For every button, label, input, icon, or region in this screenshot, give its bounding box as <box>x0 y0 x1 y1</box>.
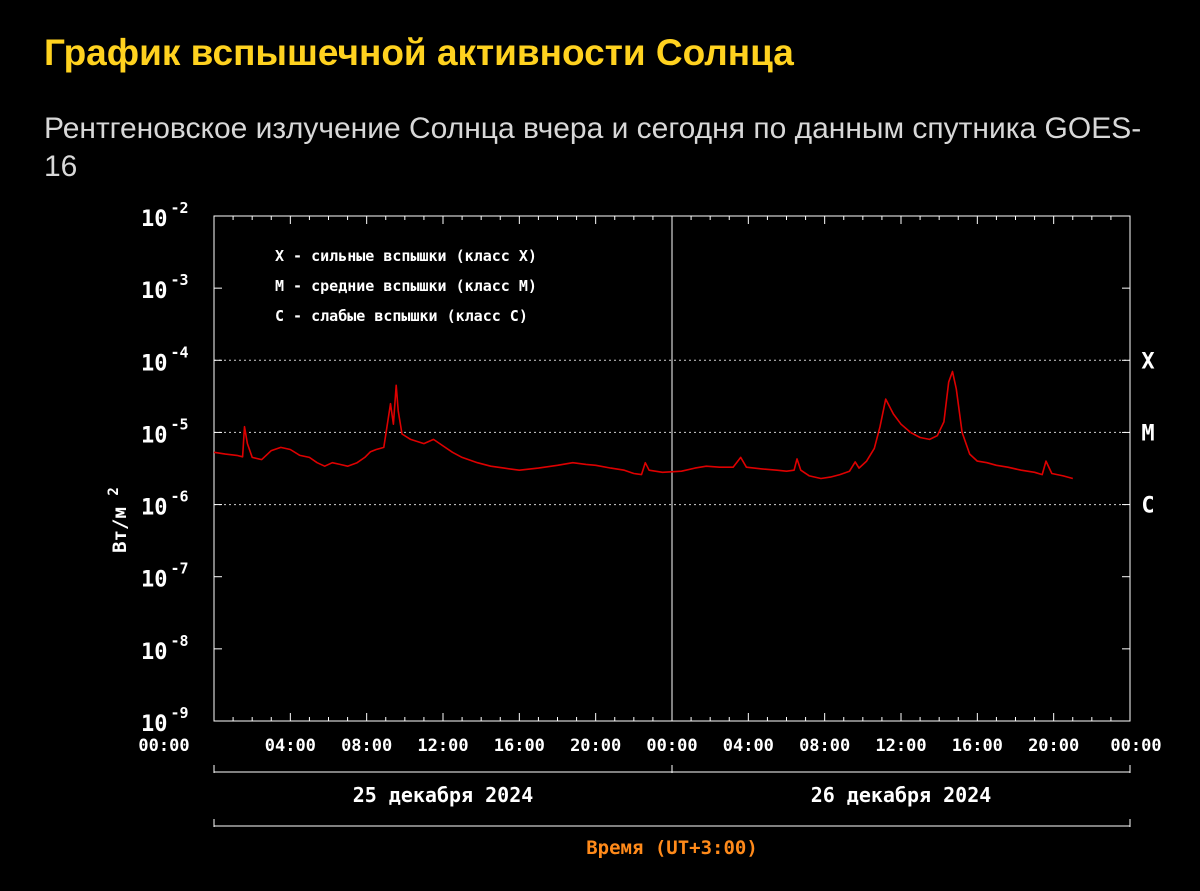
date-axis: 25 декабря 2024 26 декабря 2024 <box>213 765 1131 827</box>
class-label-x: X <box>1141 349 1154 374</box>
y-tick-label: 10 -3 <box>141 271 189 304</box>
y-axis-label-exp: 2 <box>106 487 122 495</box>
y-tick-label: 10 -6 <box>141 488 189 521</box>
x-tick-label: 08:00 <box>799 736 850 756</box>
x-tick-label: 00:00 <box>1110 736 1161 756</box>
date-label: 26 декабря 2024 <box>811 783 992 807</box>
y-axis-label-base: Вт/м <box>109 507 131 553</box>
y-axis: 10-2 10-3 10-4 10-5 10-6 10-7 10-8 10-9 <box>141 199 1130 737</box>
x-tick-label: 04:00 <box>723 736 774 756</box>
y-tick-label: 10 -5 <box>141 415 189 448</box>
y-tick-label: 10 -9 <box>141 704 189 737</box>
y-tick-label: 10 -2 <box>141 199 189 232</box>
y-tick-label: 10 -4 <box>141 343 189 376</box>
y-tick-label: 10 -7 <box>141 560 189 593</box>
y-axis-label: Вт/м 2 <box>106 487 131 553</box>
legend-entry: M - средние вспышки (класс M) <box>275 277 537 295</box>
date-label: 25 декабря 2024 <box>353 783 534 807</box>
legend-entry: X - сильные вспышки (класс X) <box>275 247 537 265</box>
legend-entry: C - слабые вспышки (класс C) <box>275 307 528 325</box>
xray-flux-series-line <box>213 370 1074 480</box>
x-tick-label: 00:00 <box>138 736 189 756</box>
grid-lines <box>214 216 1130 721</box>
x-tick-label: 16:00 <box>494 736 545 756</box>
x-tick-label: 12:00 <box>417 736 468 756</box>
x-tick-label: 04:00 <box>265 736 316 756</box>
class-label-m: M <box>1141 421 1154 446</box>
legend: X - сильные вспышки (класс X) M - средние… <box>275 247 537 325</box>
x-tick-label: 00:00 <box>646 736 697 756</box>
x-axis-label: Время (UT+3:00) <box>586 837 758 859</box>
x-tick-label: 12:00 <box>875 736 926 756</box>
page-title: График вспышечной активности Солнца <box>44 32 794 73</box>
series-layer <box>213 370 1074 480</box>
page-subtitle: Рентгеновское излучение Солнца вчера и с… <box>44 112 1142 183</box>
x-tick-label: 16:00 <box>952 736 1003 756</box>
class-label-c: C <box>1141 494 1154 519</box>
y-tick-label: 10 -8 <box>141 632 189 665</box>
x-tick-label: 08:00 <box>341 736 392 756</box>
x-tick-label: 20:00 <box>570 736 621 756</box>
x-axis: 00:00 04:00 08:00 12:00 16:00 20:00 00:00 04:00… <box>138 216 1162 756</box>
flare-class-labels: X M C <box>1141 349 1154 518</box>
x-tick-label: 20:00 <box>1028 736 1079 756</box>
